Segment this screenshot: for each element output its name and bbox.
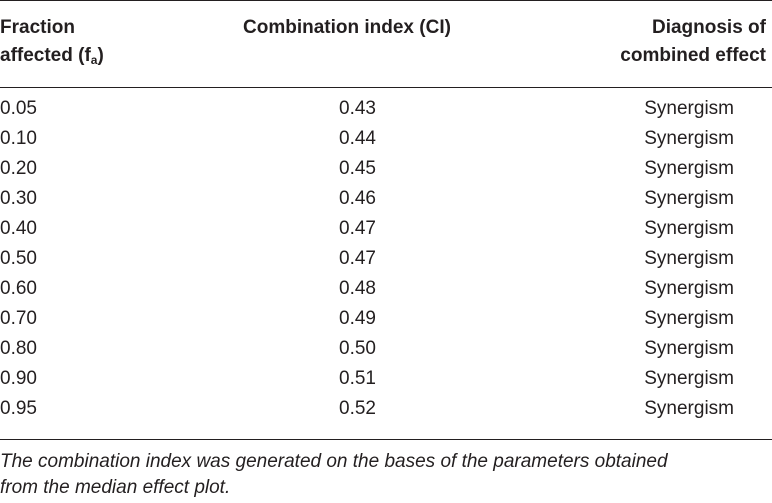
cell-combination-index: 0.45: [339, 158, 376, 179]
cell-combination-index: 0.48: [339, 278, 376, 299]
cell-combination-index: 0.46: [339, 188, 376, 209]
cell-combination-index: 0.49: [339, 308, 376, 329]
cell-diagnosis: Synergism: [644, 98, 734, 119]
cell-combination-index: 0.43: [339, 98, 376, 119]
header-fraction-affected-text: affected (f: [0, 45, 91, 66]
table-row: 0.10 0.44 Synergism: [0, 124, 772, 154]
table-bottom-rule: [0, 439, 772, 440]
table-top-rule: [0, 0, 772, 1]
cell-combination-index: 0.44: [339, 128, 376, 149]
table-row: 0.05 0.43 Synergism: [0, 94, 772, 124]
table-row: 0.60 0.48 Synergism: [0, 274, 772, 304]
cell-fraction-affected: 0.70: [0, 308, 37, 329]
cell-fraction-affected: 0.05: [0, 98, 37, 119]
cell-fraction-affected: 0.40: [0, 218, 37, 239]
cell-combination-index: 0.47: [339, 218, 376, 239]
cell-combination-index: 0.47: [339, 248, 376, 269]
cell-fraction-affected: 0.20: [0, 158, 37, 179]
table-row: 0.40 0.47 Synergism: [0, 214, 772, 244]
header-fraction-affected-line2: affected (fa): [0, 42, 104, 70]
table-body: 0.05 0.43 Synergism 0.10 0.44 Synergism 0.20…: [0, 94, 772, 424]
cell-fraction-affected: 0.90: [0, 368, 37, 389]
header-diagnosis: Diagnosis of combined effect: [620, 14, 766, 70]
cell-fraction-affected: 0.95: [0, 398, 37, 419]
footnote-line2: from the median effect plot.: [0, 477, 231, 498]
cell-fraction-affected: 0.80: [0, 338, 37, 359]
cell-fraction-affected: 0.50: [0, 248, 37, 269]
cell-diagnosis: Synergism: [644, 248, 734, 269]
header-fraction-affected-close: ): [97, 45, 104, 66]
table-footnote: The combination index was generated on t…: [0, 449, 772, 501]
header-diagnosis-line1: Diagnosis of: [651, 17, 766, 38]
cell-diagnosis: Synergism: [644, 188, 734, 209]
cell-fraction-affected: 0.30: [0, 188, 37, 209]
header-bottom-rule: [0, 87, 772, 88]
cell-fraction-affected: 0.60: [0, 278, 37, 299]
cell-diagnosis: Synergism: [644, 338, 734, 359]
table-row: 0.30 0.46 Synergism: [0, 184, 772, 214]
cell-fraction-affected: 0.10: [0, 128, 37, 149]
footnote-line1: The combination index was generated on t…: [0, 451, 668, 472]
cell-combination-index: 0.51: [339, 368, 376, 389]
cell-diagnosis: Synergism: [644, 278, 734, 299]
header-diagnosis-line2: combined effect: [620, 45, 766, 66]
header-combination-index: Combination index (CI): [243, 17, 451, 38]
table-row: 0.90 0.51 Synergism: [0, 364, 772, 394]
table-row: 0.50 0.47 Synergism: [0, 244, 772, 274]
cell-diagnosis: Synergism: [644, 218, 734, 239]
cell-diagnosis: Synergism: [644, 128, 734, 149]
table-header: Fraction affected (fa) Combination index…: [0, 0, 772, 86]
cell-combination-index: 0.52: [339, 398, 376, 419]
cell-diagnosis: Synergism: [644, 398, 734, 419]
cell-diagnosis: Synergism: [644, 308, 734, 329]
cell-combination-index: 0.50: [339, 338, 376, 359]
table-row: 0.80 0.50 Synergism: [0, 334, 772, 364]
header-fraction-affected-subscript: a: [90, 53, 98, 67]
table-row: 0.70 0.49 Synergism: [0, 304, 772, 334]
header-fraction-affected: Fraction affected (fa): [0, 14, 104, 70]
table-row: 0.20 0.45 Synergism: [0, 154, 772, 184]
table-row: 0.95 0.52 Synergism: [0, 394, 772, 424]
cell-diagnosis: Synergism: [644, 158, 734, 179]
header-fraction-affected-line1: Fraction: [0, 17, 75, 38]
cell-diagnosis: Synergism: [644, 368, 734, 389]
